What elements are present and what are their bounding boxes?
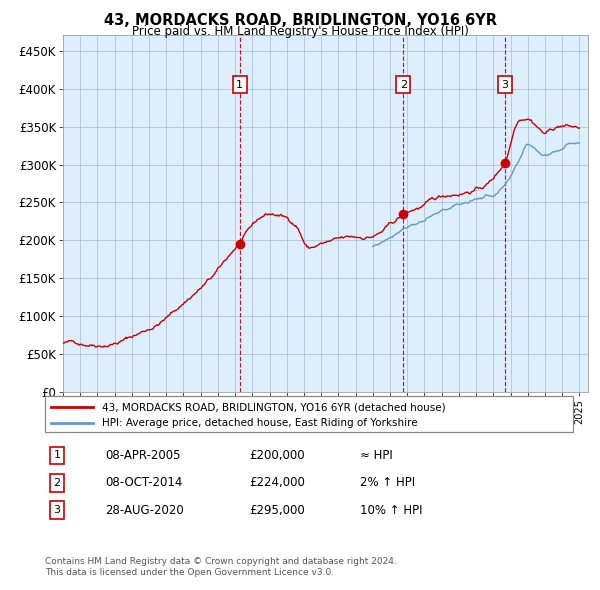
Text: 08-APR-2005: 08-APR-2005 xyxy=(105,449,181,462)
Text: 10% ↑ HPI: 10% ↑ HPI xyxy=(360,504,422,517)
Text: 3: 3 xyxy=(501,80,508,90)
Text: 2: 2 xyxy=(53,478,61,487)
Text: Price paid vs. HM Land Registry's House Price Index (HPI): Price paid vs. HM Land Registry's House … xyxy=(131,25,469,38)
Text: 3: 3 xyxy=(53,506,61,515)
Text: £295,000: £295,000 xyxy=(249,504,305,517)
Text: 2% ↑ HPI: 2% ↑ HPI xyxy=(360,476,415,489)
Text: £224,000: £224,000 xyxy=(249,476,305,489)
Text: 08-OCT-2014: 08-OCT-2014 xyxy=(105,476,182,489)
Text: 28-AUG-2020: 28-AUG-2020 xyxy=(105,504,184,517)
Text: £200,000: £200,000 xyxy=(249,449,305,462)
Text: 43, MORDACKS ROAD, BRIDLINGTON, YO16 6YR (detached house): 43, MORDACKS ROAD, BRIDLINGTON, YO16 6YR… xyxy=(102,402,446,412)
Text: This data is licensed under the Open Government Licence v3.0.: This data is licensed under the Open Gov… xyxy=(45,568,334,577)
Text: ≈ HPI: ≈ HPI xyxy=(360,449,393,462)
Text: 2: 2 xyxy=(400,80,407,90)
Text: 1: 1 xyxy=(236,80,243,90)
Text: Contains HM Land Registry data © Crown copyright and database right 2024.: Contains HM Land Registry data © Crown c… xyxy=(45,557,397,566)
Text: 1: 1 xyxy=(53,451,61,460)
Text: 43, MORDACKS ROAD, BRIDLINGTON, YO16 6YR: 43, MORDACKS ROAD, BRIDLINGTON, YO16 6YR xyxy=(104,13,497,28)
Text: HPI: Average price, detached house, East Riding of Yorkshire: HPI: Average price, detached house, East… xyxy=(102,418,418,428)
